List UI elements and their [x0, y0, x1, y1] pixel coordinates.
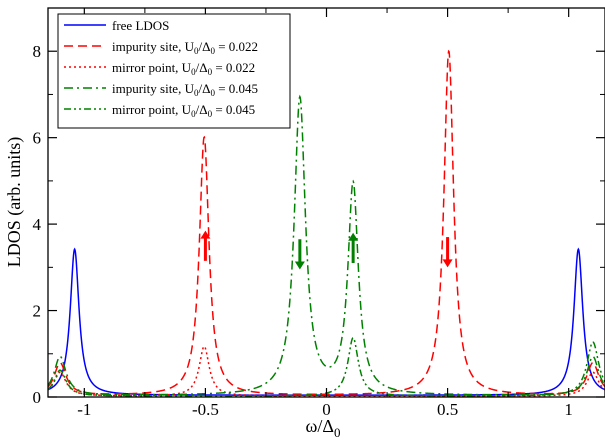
x-tick-label-1: -0.5 — [192, 400, 219, 419]
arrow-up-1 — [200, 230, 211, 261]
legend-label-5: mirror point, U0/Δ0 = 0.045 — [112, 102, 255, 119]
legend-label-3: mirror point, U0/Δ0 = 0.022 — [112, 60, 255, 77]
legend-label-2: impurity site, U0/Δ0 = 0.022 — [112, 39, 258, 56]
x-axis-label: ω/Δ0 — [306, 416, 341, 440]
y-axis-label: LDOS (arb. units) — [4, 137, 25, 267]
y-tick-label-0: 0 — [33, 388, 42, 407]
arrow-down-2 — [442, 237, 453, 268]
x-axis-label-main: ω/Δ — [306, 416, 334, 436]
y-tick-label-4: 8 — [33, 42, 42, 61]
arrow-up-4 — [348, 232, 359, 264]
legend-label-4: impurity site, U0/Δ0 = 0.045 — [112, 81, 258, 98]
arrow-down-3 — [294, 239, 305, 270]
x-axis-label-sub: 0 — [334, 425, 341, 440]
y-tick-label-1: 2 — [33, 302, 42, 321]
series-line-4 — [48, 94, 605, 396]
series-line-1 — [48, 247, 605, 396]
legend-label-1: free LDOS — [112, 18, 169, 33]
x-tick-label-2: 0 — [322, 400, 331, 419]
x-tick-label-0: -1 — [77, 400, 91, 419]
spin-arrows — [200, 230, 453, 270]
axis-ticks: -1 -0.5 0 0.5 1 0 2 4 6 8 — [33, 8, 605, 419]
y-tick-label-3: 6 — [33, 129, 42, 148]
x-tick-label-3: 0.5 — [437, 400, 458, 419]
x-tick-label-4: 1 — [564, 400, 573, 419]
series-line-5 — [48, 336, 605, 397]
y-tick-label-2: 4 — [33, 215, 42, 234]
legend: free LDOS impurity site, U0/Δ0 = 0.022 mir… — [57, 13, 291, 129]
legend-box — [57, 13, 291, 129]
